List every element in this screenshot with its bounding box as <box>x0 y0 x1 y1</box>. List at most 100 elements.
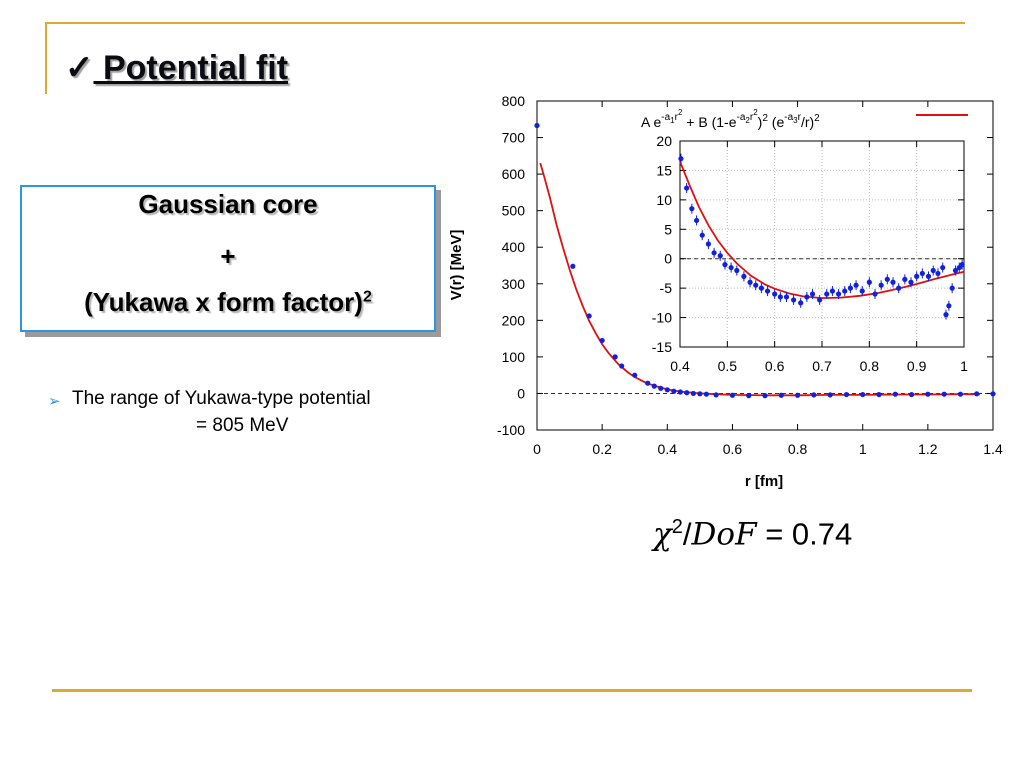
legend-part: A e <box>641 114 661 130</box>
left-rule <box>45 22 47 94</box>
chi-slash: / <box>682 516 692 552</box>
data-point <box>908 391 915 398</box>
data-point <box>741 273 747 279</box>
box-line-gaussian: Gaussian core <box>138 189 318 219</box>
y-tick-label: 100 <box>502 349 526 365</box>
legend-part: 2 <box>745 116 750 125</box>
top-rule <box>45 22 965 24</box>
plot-frame <box>536 100 994 431</box>
main-plot: 0 0.2 0.4 0.6 0.8 1 1.2 1.480070060050040030020… <box>448 93 1003 490</box>
data-point <box>764 288 771 294</box>
y-tick-label: 0 <box>517 385 525 401</box>
data-point <box>772 291 778 297</box>
legend-part: 3 <box>793 116 798 125</box>
legend-part: 2 <box>814 113 820 124</box>
data-point <box>728 264 734 271</box>
legend-part: 2 <box>678 108 683 117</box>
data-point <box>872 291 878 297</box>
x-tick-label: 0.8 <box>788 441 808 457</box>
legend-part: r <box>798 112 802 123</box>
title-text: Potential fit <box>93 49 289 87</box>
data-point <box>804 294 810 300</box>
data-point <box>919 270 925 277</box>
potential-box: Gaussian core + (Yukawa x form factor)2 <box>20 185 436 332</box>
data-point <box>690 390 696 397</box>
x-tick-label: 0 <box>533 441 541 457</box>
y-tick-label: -15 <box>652 339 672 355</box>
x-tick-label: 1 <box>859 441 867 457</box>
legend-part: -a <box>784 112 793 123</box>
data-point <box>734 267 740 274</box>
data-point <box>645 380 651 386</box>
x-tick-label: 0.6 <box>765 358 785 374</box>
data-point <box>651 383 657 389</box>
y-tick-label: 15 <box>656 162 672 178</box>
y-tick-label: 600 <box>502 166 526 182</box>
data-point <box>693 217 700 224</box>
legend-label: A e-a1r2 + B (1-e-a2r2)2 (e-a3r/r)2 <box>641 108 820 130</box>
data-point <box>876 391 882 398</box>
data-point <box>949 285 955 291</box>
data-point <box>853 282 859 288</box>
data-point <box>943 312 949 318</box>
inset-plot: 0.4 0.5 0.6 0.7 0.8 0.9 1 20 15 10 5 0 -5 -10 -15 <box>652 133 968 374</box>
legend-part: -a <box>737 112 746 123</box>
x-tick-label: 1 <box>960 358 968 374</box>
data-point <box>684 185 690 191</box>
x-tick-label: 1.2 <box>918 441 938 457</box>
box-line-plus: + <box>220 241 236 271</box>
y-tick-label: 200 <box>502 312 526 328</box>
data-point <box>892 391 898 397</box>
data-point <box>534 122 540 129</box>
data-point <box>747 279 753 285</box>
data-point <box>717 253 723 259</box>
data-point <box>859 288 865 294</box>
legend-part: (e <box>768 114 785 130</box>
legend-part: 2 <box>762 113 768 124</box>
y-tick-label: -5 <box>660 280 673 296</box>
legend-part: 2 <box>753 108 758 117</box>
y-tick-label: 400 <box>502 239 526 255</box>
y-tick-label: 10 <box>656 192 672 208</box>
data-point <box>783 294 790 300</box>
data-point <box>835 291 842 297</box>
box-line-yukawa-text: (Yukawa x form factor) <box>84 287 363 317</box>
y-tick-label: 800 <box>502 93 526 109</box>
data-point <box>925 391 931 397</box>
data-point <box>699 232 705 238</box>
data-point <box>684 390 690 396</box>
chi-symbol: χ <box>653 516 672 553</box>
fit-curve <box>679 161 965 300</box>
data-point <box>908 279 914 285</box>
data-point <box>952 267 959 274</box>
data-point <box>866 279 872 285</box>
legend-part: 1 <box>670 116 675 125</box>
x-tick-label: 0.9 <box>907 358 927 374</box>
data-point <box>817 297 823 303</box>
x-tick-label: 0.6 <box>723 441 743 457</box>
legend-part: ) <box>758 114 763 130</box>
data-point <box>791 297 797 303</box>
data-point <box>974 391 980 397</box>
bullet-line2: = 805 MeV <box>196 415 289 436</box>
data-point <box>677 389 683 395</box>
data-point <box>762 393 768 399</box>
data-point <box>729 392 736 398</box>
x-tick-label: 0.4 <box>658 441 678 457</box>
data-point <box>678 156 684 162</box>
y-tick-label: -100 <box>497 422 525 438</box>
data-point <box>890 279 896 285</box>
y-tick-label: -10 <box>652 310 672 326</box>
chi-squared-label: χ2/DoF = 0.74 <box>653 516 852 552</box>
legend-part: r <box>675 112 679 123</box>
data-point <box>612 354 618 360</box>
data-point <box>746 393 752 399</box>
data-point <box>946 303 952 309</box>
data-point <box>829 288 836 294</box>
x-tick-label: 0.7 <box>812 358 832 374</box>
data-point <box>902 276 908 282</box>
legend-part: -a <box>661 112 670 123</box>
x-axis-label: r [fm] <box>745 473 783 490</box>
y-axis-label: V(r) [MeV] <box>448 230 465 301</box>
x-tick-label: 0.5 <box>718 358 738 374</box>
